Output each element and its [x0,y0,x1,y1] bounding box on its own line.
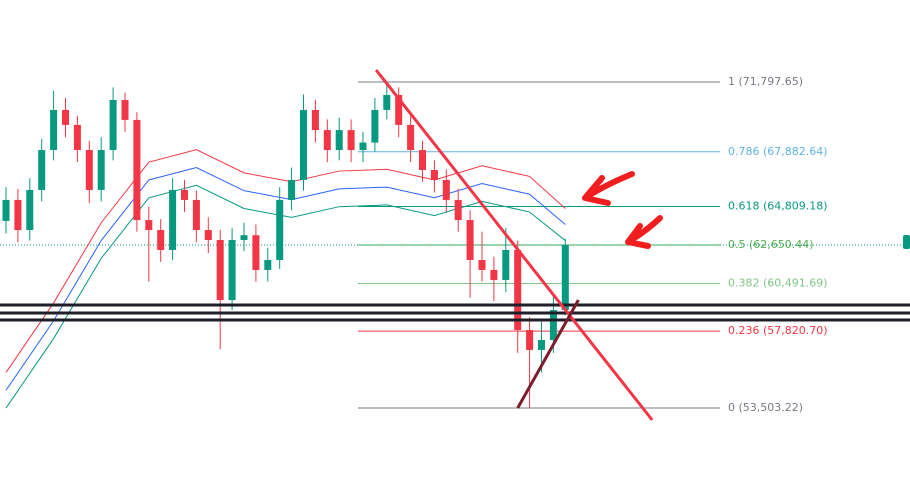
candle-body [419,150,426,170]
candle-body [169,189,177,250]
candle-body [466,220,474,260]
trend-line [374,69,654,421]
candle-body [359,142,367,151]
candle-body [502,249,510,280]
candle-body [133,119,141,221]
candle-body [335,130,343,151]
trend-line [516,299,580,409]
candle-body [240,235,248,241]
fib-level-label: 0.5 (62,650.44) [728,238,814,251]
price-tag [903,235,910,249]
candle-body [407,124,415,151]
moving-average [5,166,566,391]
candle-body [395,94,403,125]
candle-body [323,130,331,151]
candle-body [454,199,462,221]
moving-average [5,184,566,409]
candle-body [276,199,284,260]
candle-body [288,179,296,200]
arrow [582,171,635,206]
candle-body [561,245,569,311]
candle-body [490,269,498,280]
fib-level-label: 1 (71,797.65) [728,75,803,88]
candle-body [300,109,307,180]
candle-body [14,199,22,231]
candle-body [97,150,105,190]
fib-level-label: 0.618 (64,809.18) [728,200,828,213]
candle-body [264,259,272,270]
candle-body [26,189,34,231]
candle-body [109,99,117,151]
candle-body [38,150,46,190]
candle-body [192,199,200,231]
plot: 1 (71,797.65) 0.786 (67,882.64) 0.618 (64,… [0,69,910,421]
annotation-arrows [582,171,663,249]
fib-level-label: 0.786 (67,882.64) [728,145,828,158]
candle-body [121,99,129,120]
candle-body [73,124,81,151]
candle-body [311,109,319,131]
candle-body [252,235,260,270]
candle-body [347,130,355,151]
candle-body [383,94,391,110]
candle-body [538,339,545,350]
candle-body [549,310,557,340]
candle-body [430,169,438,180]
fib-level-label: 0.236 (57,820.70) [728,324,828,337]
candle-body [181,189,188,200]
candle-body [478,259,486,270]
candle-body [62,109,69,125]
arrow [625,215,663,249]
candle-body [145,220,153,231]
candle-body [157,230,165,250]
candle-body [85,150,93,190]
fib-level-label: 0.382 (60,491.69) [728,276,828,289]
candle-body [371,109,379,143]
candle-body [442,179,450,200]
candle-body [514,249,522,331]
candle-body [50,109,58,151]
candle-body [216,240,224,301]
candle-body [228,240,236,301]
candle-body [204,230,212,241]
candle-body [526,330,534,350]
candle-body [2,199,10,221]
fib-level-label: 0 (53,503.22) [728,401,803,414]
